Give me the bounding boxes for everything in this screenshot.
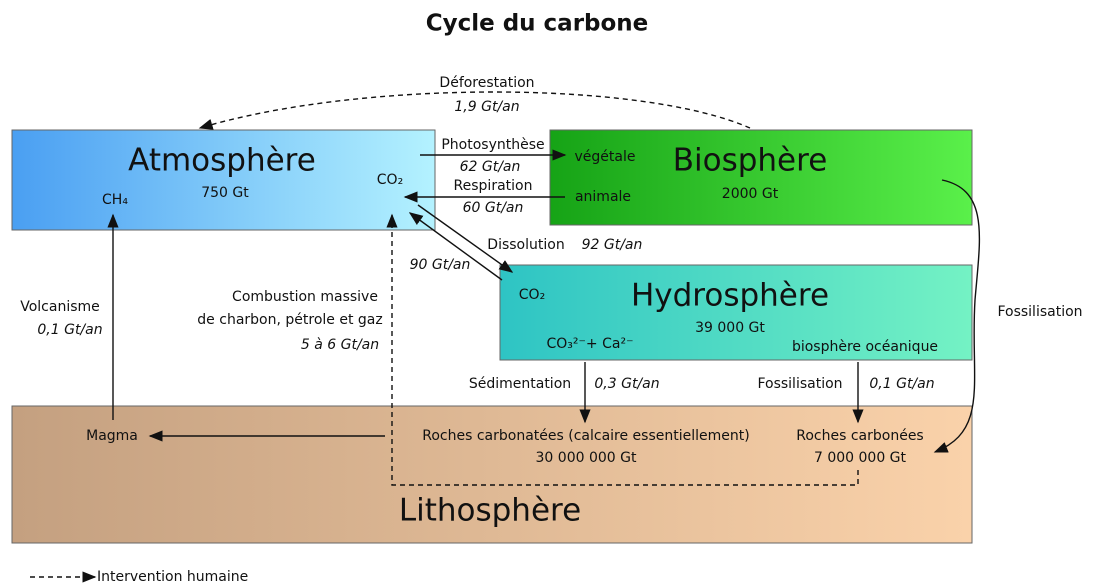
flux-label: Fossilisation [757, 376, 842, 392]
title: Cycle du carbone [426, 11, 649, 37]
label: CO₂ [377, 172, 403, 188]
label: biosphère océanique [792, 339, 938, 355]
hydrosphere-box [499, 264, 973, 361]
label: végétale [575, 149, 636, 165]
flux-label: Combustion massive [232, 289, 378, 305]
label: 30 000 000 Gt [536, 450, 637, 466]
label: CO₂ [519, 287, 545, 303]
biosphere-box [549, 129, 973, 226]
flux-rate: 0,1 Gt/an [37, 322, 102, 338]
flux-rate: 92 Gt/an [582, 237, 643, 253]
flux-label: Photosynthèse [441, 137, 544, 153]
flux-rate: 1,9 Gt/an [454, 99, 519, 115]
label: 750 Gt [201, 185, 249, 201]
flux-rate: 5 à 6 Gt/an [301, 337, 379, 353]
flux-label: Déforestation [439, 75, 534, 91]
label: animale [575, 189, 631, 205]
label: 2000 Gt [722, 186, 779, 202]
lithosphere-box [11, 405, 973, 544]
label: Roches carbonées [796, 428, 923, 444]
flux-rate: 90 Gt/an [410, 257, 471, 273]
arrow [417, 204, 514, 273]
flux-rate: 0,1 Gt/an [869, 376, 934, 392]
flux-label: Volcanisme [20, 299, 100, 315]
label: Hydrosphère [631, 278, 829, 314]
flux-label: Dissolution [487, 237, 564, 253]
label: Lithosphère [399, 493, 581, 529]
flux-label: Fossilisation [997, 304, 1082, 320]
arrow [408, 212, 503, 281]
arrows [30, 91, 981, 583]
flux-rate: 0,3 Gt/an [594, 376, 659, 392]
label: Atmosphère [128, 143, 316, 179]
flux-label: de charbon, pétrole et gaz [197, 312, 382, 328]
label: CO₃²⁻+ Ca²⁻ [547, 336, 634, 352]
flux-rate: 62 Gt/an [460, 159, 521, 175]
label: CH₄ [102, 192, 128, 208]
label: Biosphère [673, 143, 828, 179]
atmosphere-box [11, 129, 436, 231]
arrow [198, 91, 751, 130]
label: Magma [86, 428, 138, 444]
flux-label: Respiration [454, 178, 533, 194]
label: Roches carbonatées (calcaire essentielle… [422, 428, 749, 444]
flux-rate: 60 Gt/an [463, 200, 524, 216]
legend-label: Intervention humaine [97, 569, 248, 585]
arrow [933, 179, 981, 453]
label: 39 000 Gt [695, 320, 765, 336]
flux-label: Sédimentation [469, 376, 571, 392]
label: 7 000 000 Gt [814, 450, 907, 466]
arrow [386, 213, 859, 486]
